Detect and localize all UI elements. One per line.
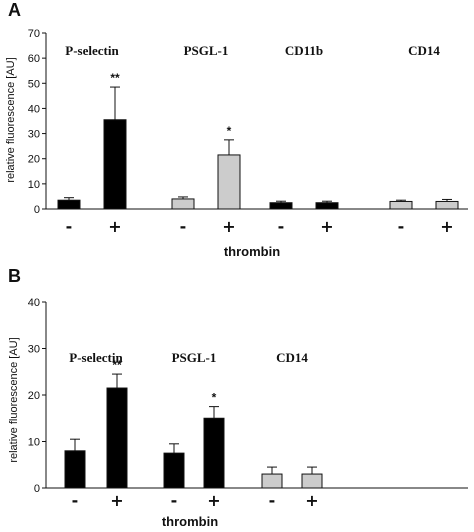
- y-tick-label: 40: [28, 297, 40, 309]
- bar: [261, 473, 283, 489]
- group-label: CD11b: [285, 43, 323, 58]
- panel-a: A relative fluorescence [AU] thrombin: [5, 0, 280, 259]
- y-tick-label: 50: [28, 78, 40, 90]
- panel-b-x-axis-label: thrombin: [162, 514, 218, 529]
- significance-marker: *: [212, 391, 217, 405]
- bar: [163, 452, 185, 489]
- bar: [171, 198, 195, 210]
- y-tick-label: 20: [28, 390, 40, 402]
- y-tick-label: 30: [28, 344, 40, 356]
- condition-label: -: [171, 491, 178, 510]
- y-tick-label: 0: [34, 204, 40, 216]
- panel-b: B relative fluorescence [AU] thrombin: [8, 266, 218, 529]
- condition-label: +: [110, 491, 123, 510]
- condition-label: -: [398, 217, 405, 236]
- group-label: P-selectin: [65, 43, 119, 58]
- bar: [203, 417, 225, 489]
- y-tick-label: 30: [28, 129, 40, 141]
- bar: [269, 202, 293, 210]
- group-label: P-selectin: [69, 350, 123, 365]
- panel-b-plot: 0 10 20 30 40 P-selectin - ** + PSGL-1 - * + CD14 - +: [28, 297, 468, 510]
- panel-a-y-axis-label: relative fluorescence [AU]: [5, 57, 17, 182]
- bar: [217, 154, 241, 210]
- y-tick-label: 10: [28, 179, 40, 191]
- bar: [301, 473, 323, 489]
- bar: [315, 202, 339, 210]
- bar: [57, 199, 81, 210]
- condition-label: +: [305, 491, 318, 510]
- condition-label: -: [180, 217, 187, 236]
- panel-a-x-axis-label: thrombin: [224, 244, 280, 259]
- panel-b-letter: B: [8, 266, 21, 286]
- group-label: PSGL-1: [172, 350, 217, 365]
- panel-b-y-axis-label: relative fluorescence [AU]: [8, 337, 20, 462]
- condition-label: +: [207, 491, 220, 510]
- y-tick-label: 40: [28, 103, 40, 115]
- bar: [64, 450, 86, 489]
- panel-a-letter: A: [8, 0, 21, 20]
- panel-a-plot: 0 10 20 30 40 50 60 70 P-selectin - ** + PSGL-1 - * + CD…: [28, 28, 468, 236]
- significance-marker: *: [227, 124, 232, 138]
- group-label: CD14: [276, 350, 308, 365]
- group-label: CD14: [408, 43, 440, 58]
- group-label: PSGL-1: [184, 43, 229, 58]
- condition-label: -: [72, 491, 79, 510]
- condition-label: +: [440, 217, 453, 236]
- bar: [103, 119, 127, 210]
- y-tick-label: 60: [28, 53, 40, 65]
- condition-label: -: [278, 217, 285, 236]
- significance-marker: **: [112, 358, 122, 372]
- condition-label: -: [269, 491, 276, 510]
- condition-label: +: [320, 217, 333, 236]
- significance-marker: **: [110, 71, 120, 85]
- bar: [106, 387, 128, 489]
- bar: [389, 200, 413, 210]
- y-tick-label: 20: [28, 154, 40, 166]
- bar: [435, 200, 459, 210]
- y-tick-label: 10: [28, 437, 40, 449]
- condition-label: -: [66, 217, 73, 236]
- condition-label: +: [108, 217, 121, 236]
- y-tick-label: 0: [34, 483, 40, 495]
- condition-label: +: [222, 217, 235, 236]
- y-tick-label: 70: [28, 28, 40, 40]
